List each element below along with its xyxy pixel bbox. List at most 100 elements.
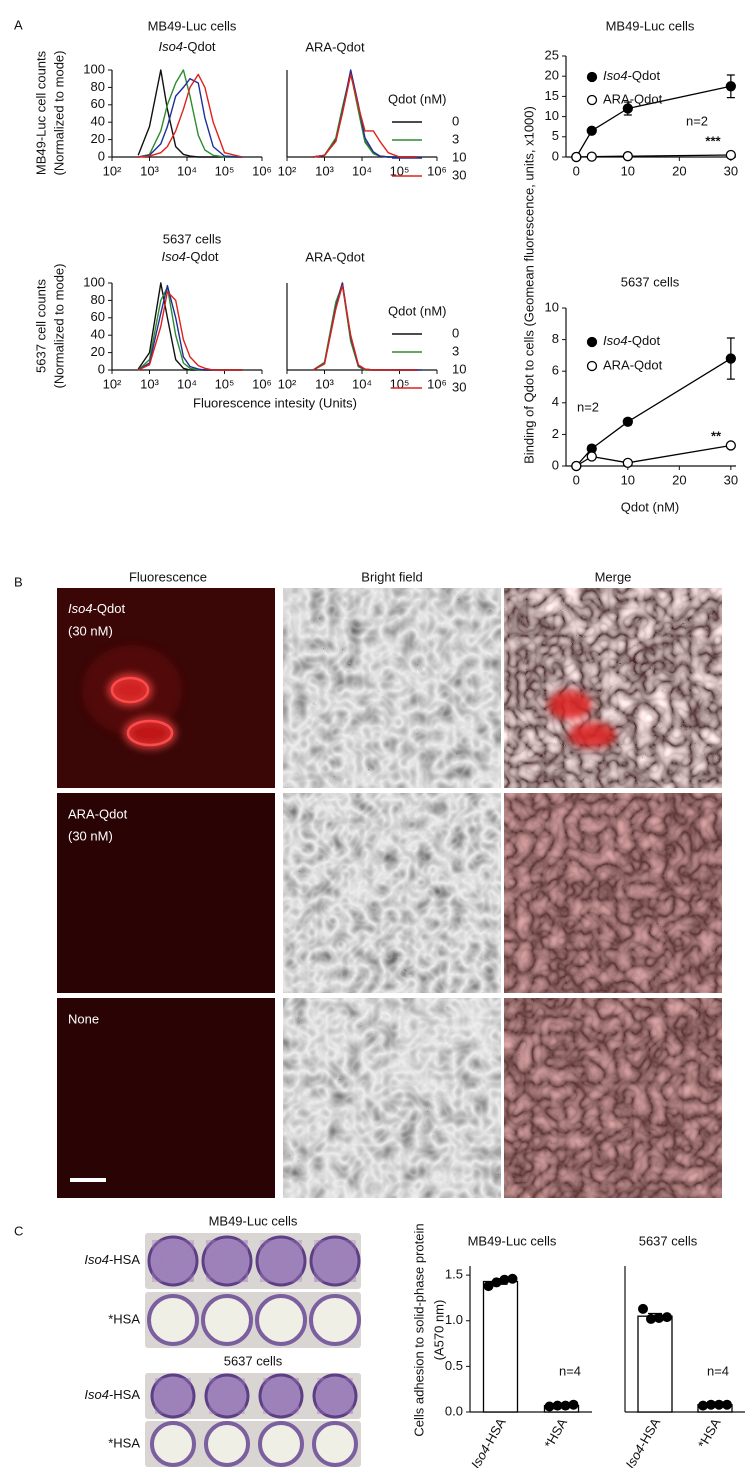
y-tick-label: 0 [552, 148, 559, 163]
x-tick-label: *HSA [695, 1415, 724, 1450]
bar [637, 1315, 673, 1413]
data-point [499, 1274, 510, 1285]
y-tick-label: 15 [545, 88, 559, 103]
series-line [138, 69, 243, 158]
x-tick-label: 10⁴ [352, 376, 372, 391]
well-stain [155, 1378, 191, 1414]
fluorescence-image [57, 998, 275, 1198]
well [201, 1294, 253, 1346]
brightfield-image [283, 998, 501, 1198]
cell-outline [126, 719, 174, 747]
well [255, 1294, 307, 1346]
annotation: ** [711, 428, 722, 443]
legend-label: Iso4-Qdot [603, 68, 660, 83]
y-tick-label: 100 [83, 61, 105, 76]
data-point [507, 1273, 518, 1284]
series-line [137, 69, 243, 158]
y-tick-label: 0 [98, 361, 105, 376]
marker [571, 151, 582, 163]
chart-title: 5637 cells [639, 1233, 698, 1248]
marker [586, 125, 597, 136]
scale-bar [70, 1178, 106, 1182]
data-point [714, 1399, 724, 1410]
x-tick-label: Iso4-HSA [468, 1415, 509, 1468]
chart-subtitle-italic: Iso4 [158, 39, 183, 54]
cell-signal [108, 674, 152, 706]
plate-row-label: *HSA [108, 1311, 140, 1326]
y-axis-label: (Normalized to mode) [51, 51, 66, 176]
row-label-plain: -Qdot [93, 601, 126, 616]
chart-subtitle: Iso4-Qdot [158, 39, 215, 54]
x-tick-label: 10² [103, 163, 122, 178]
marker [622, 416, 633, 427]
row-label: ARA-Qdot [68, 806, 128, 821]
series-line [576, 154, 731, 158]
y-axis-label: (A570 nm) [431, 1300, 446, 1361]
y-tick-label: 40 [91, 327, 105, 342]
x-tick-label: 10³ [315, 163, 334, 178]
data-point [568, 1399, 579, 1410]
y-tick-label: 20 [91, 344, 105, 359]
legend-label-italic: Iso4 [603, 333, 628, 348]
data-point [722, 1399, 732, 1410]
y-tick-label: 80 [91, 79, 105, 94]
row-label: Iso4-Qdot [68, 601, 125, 616]
brightfield-image [283, 793, 501, 993]
x-tick-label: 0 [573, 163, 580, 178]
data-point [662, 1312, 672, 1323]
marker [622, 151, 633, 162]
plate-strip [145, 1233, 361, 1289]
plate-row-label-plain: -HSA [109, 1387, 140, 1402]
legend-label: 0 [452, 113, 459, 128]
legend-label: ARA-Qdot [603, 91, 663, 106]
data-point [706, 1399, 716, 1410]
x-tick-label: 10⁶ [427, 163, 447, 178]
data-point [491, 1277, 502, 1288]
well-stain [206, 1240, 248, 1282]
annotation: n=4 [559, 1363, 581, 1378]
x-tick-label: 20 [672, 163, 686, 178]
chart-subtitle-plain: -Qdot [186, 249, 219, 264]
y-tick-label: 100 [83, 274, 105, 289]
well-stain [209, 1378, 245, 1414]
series-line [575, 358, 732, 467]
legend-label: 10 [452, 361, 466, 376]
x-axis-label: Fluorescence intesity (Units) [193, 395, 357, 410]
y-tick-label: 1.5 [445, 1267, 463, 1282]
well-stain [263, 1378, 299, 1414]
row-label: None [68, 1011, 99, 1026]
well [258, 1421, 304, 1467]
series-line [312, 282, 418, 371]
legend-label: 30 [452, 379, 466, 394]
well-stain [152, 1240, 194, 1282]
well [147, 1294, 199, 1346]
legend-label-italic: Iso4 [603, 68, 628, 83]
data-point [646, 1313, 656, 1324]
well [150, 1421, 196, 1467]
x-tick-label: 0 [573, 472, 580, 487]
x-tick-label: 10⁵ [215, 376, 235, 391]
y-tick-label: 4 [552, 394, 559, 409]
series-line [138, 73, 243, 158]
cell-outline [110, 676, 150, 704]
chart-subtitle: Iso4-Qdot [161, 249, 218, 264]
marker [586, 451, 597, 462]
plate-row-label: Iso4-HSA [84, 1387, 140, 1402]
series-line [575, 444, 731, 467]
series-line [138, 78, 243, 158]
panel-label: B [14, 574, 23, 589]
marker [622, 103, 633, 114]
y-tick-label: 5 [552, 128, 559, 143]
legend-label: 3 [452, 343, 459, 358]
chart-subtitle: ARA-Qdot [305, 249, 365, 264]
legend-label-plain: -Qdot [628, 333, 661, 348]
x-tick-label-plain: -HSA [481, 1415, 510, 1450]
series-line [313, 69, 418, 158]
fluorescence-image [57, 793, 275, 993]
data-point [483, 1281, 494, 1292]
well [309, 1294, 361, 1346]
legend-marker [586, 360, 598, 372]
x-tick-label: 10⁴ [352, 163, 372, 178]
y-tick-label: 40 [91, 114, 105, 129]
